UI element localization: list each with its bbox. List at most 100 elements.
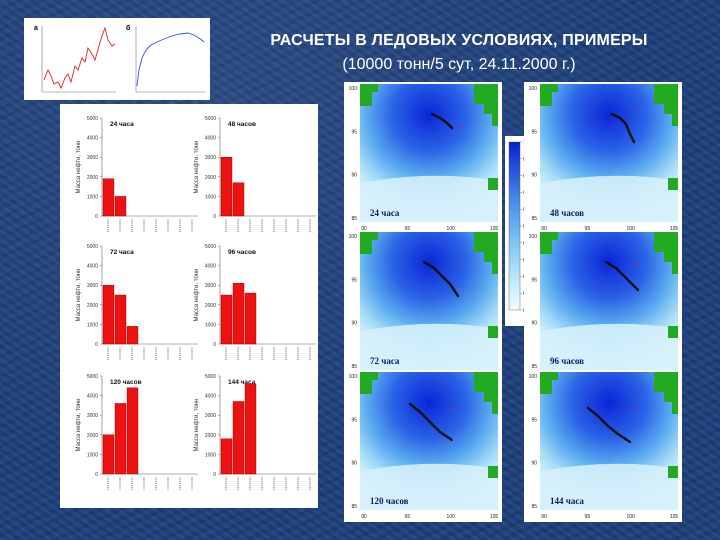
map-xtick-label: 95: [405, 374, 411, 380]
bar: [102, 284, 115, 345]
colorbar-bar: [508, 141, 521, 311]
bar-chart-ytick-label: 0: [213, 472, 216, 478]
colorbar-panel: 1 0.9 0.8 0.7 0.6 0.5 0.4 0.3 0.2 0.1 0.05: [505, 136, 540, 326]
colorbar-tick-label: 0.8: [523, 174, 530, 180]
map-frame: [344, 230, 502, 382]
bar-chart-ytick-label: 0: [213, 214, 216, 220]
map-star-marker: *: [450, 407, 453, 416]
bar-chart-label: 48 часов: [228, 121, 256, 128]
map-label: 96 часов: [550, 356, 584, 366]
bar-chart-label: 144 часа: [228, 379, 256, 386]
bar-chart-ylabel: Масса нефти, тонн: [76, 269, 82, 322]
map-label: 120 часов: [370, 496, 409, 506]
map-label: 72 часа: [370, 356, 400, 366]
colorbar-tick-label: 0.3: [523, 258, 530, 264]
bar: [102, 178, 115, 217]
map-land-west: [540, 372, 558, 394]
bar-chart-ytick-label: 4000: [205, 264, 216, 270]
map-ytick-label: 100: [529, 374, 538, 380]
colorbar-tick-label: 1: [523, 140, 526, 146]
map-frame: [344, 370, 502, 522]
map-ytick-label: 85: [351, 364, 357, 370]
mini-charts-svg: а б: [34, 24, 206, 93]
bar-chart-ylabel: Масса нефти, тонн: [76, 141, 82, 194]
map-xtick-label: 100: [626, 374, 635, 380]
bar-chart-ylabel: Масса нефти, тонн: [194, 269, 200, 322]
bar-chart-ytick-label: 2000: [205, 303, 216, 309]
map-xtick-label: 105: [670, 226, 679, 232]
map-ytick-label: 95: [351, 417, 357, 423]
map-oil-slick: [586, 406, 632, 444]
map-ocean: [360, 232, 498, 370]
bar-chart-label: 72 часа: [110, 249, 134, 256]
map-oil-slick: [430, 112, 454, 130]
map-ytick-label: 100: [349, 86, 358, 92]
map-xtick-label: 100: [446, 374, 455, 380]
bar: [126, 326, 139, 345]
map-oil-slick: [610, 112, 636, 144]
map-xtick-label: 90: [541, 514, 547, 520]
bar-chart-ytick-label: 2000: [205, 433, 216, 439]
map-xtick-label: 105: [670, 514, 679, 520]
bar-chart-ytick-label: 4000: [205, 136, 216, 142]
bar-chart-ytick-label: 5000: [87, 374, 98, 380]
bar-charts-panel: 0 1000 2000 3000 4000 5000 Масса нефти, тонн 24…: [60, 104, 318, 508]
colorbar-tick-label: 0.2: [523, 274, 530, 280]
bar-chart-label: 96 часов: [228, 249, 256, 256]
map-panel-3: * 90 95 100 105 85 90 95 100 72 часа: [344, 230, 502, 382]
map-ytick-label: 90: [531, 461, 537, 467]
map-panel-5: * 90 95 100 105 85 90 95 100 120 часов: [344, 370, 502, 522]
map-frame: [524, 230, 682, 382]
bar-chart-ytick-label: 0: [95, 472, 98, 478]
bar-chart-4: 0 1000 2000 3000 4000 5000 Масса нефти, тонн 96…: [194, 244, 316, 360]
map-ytick-label: 100: [349, 374, 358, 380]
colorbar-tick-label: 0.4: [523, 241, 530, 247]
bar-chart-ytick-label: 2000: [87, 303, 98, 309]
map-ocean: [360, 372, 498, 510]
map-land-islet: [488, 326, 498, 338]
bar-chart-ytick-label: 5000: [205, 116, 216, 122]
map-shallow-zone: [540, 463, 678, 510]
bar-chart-2: 0 1000 2000 3000 4000 5000 Масса нефти, тонн 48…: [194, 116, 316, 232]
map-xtick-label: 90: [541, 374, 547, 380]
bar-chart-1: 0 1000 2000 3000 4000 5000 Масса нефти, тонн 24…: [76, 116, 198, 232]
bar-chart-ytick-label: 4000: [87, 264, 98, 270]
bar: [220, 438, 233, 475]
map-land-islet: [668, 178, 678, 190]
bar: [102, 434, 115, 475]
colorbar-tick-label: 0.6: [523, 207, 530, 213]
map-land-east: [474, 84, 498, 126]
map-ytick-label: 100: [349, 234, 358, 240]
map-land-islet: [668, 326, 678, 338]
bar-chart-ytick-label: 3000: [205, 155, 216, 161]
map-ocean: [540, 232, 678, 370]
bar-chart-ylabel: Масса нефти, тонн: [194, 141, 200, 194]
map-ytick-label: 100: [529, 86, 538, 92]
map-label: 24 часа: [370, 208, 400, 218]
map-xtick-label: 95: [405, 226, 411, 232]
mini-chart-a-label: а: [34, 25, 38, 32]
mini-chart-b-label: б: [126, 24, 131, 32]
map-shallow-zone: [540, 323, 678, 370]
map-xtick-label: 100: [446, 226, 455, 232]
map-ytick-label: 95: [351, 129, 357, 135]
bar-chart-5: 0 1000 2000 3000 4000 5000 Масса нефти, тонн 12…: [76, 374, 198, 490]
map-label: 48 часов: [550, 208, 584, 218]
bar-chart-ytick-label: 3000: [87, 155, 98, 161]
map-land-west: [540, 232, 558, 254]
map-star-marker: *: [634, 407, 637, 416]
map-xtick-label: 95: [585, 374, 591, 380]
bar: [232, 182, 245, 217]
bar-chart-label: 24 часа: [110, 121, 134, 128]
map-xtick-label: 105: [490, 374, 499, 380]
map-frame: [524, 370, 682, 522]
slide-subtitle: (10000 тонн/5 сут, 24.11.2000 г.): [342, 56, 576, 73]
bar: [220, 157, 233, 217]
map-xtick-label: 105: [490, 514, 499, 520]
bar-chart-ytick-label: 0: [95, 214, 98, 220]
map-land-west: [360, 232, 378, 254]
map-panel-1: * 90 95 100 105 85 90 95 100 24 часа: [344, 82, 502, 234]
map-frame: [344, 82, 502, 234]
map-land-east: [654, 372, 678, 414]
